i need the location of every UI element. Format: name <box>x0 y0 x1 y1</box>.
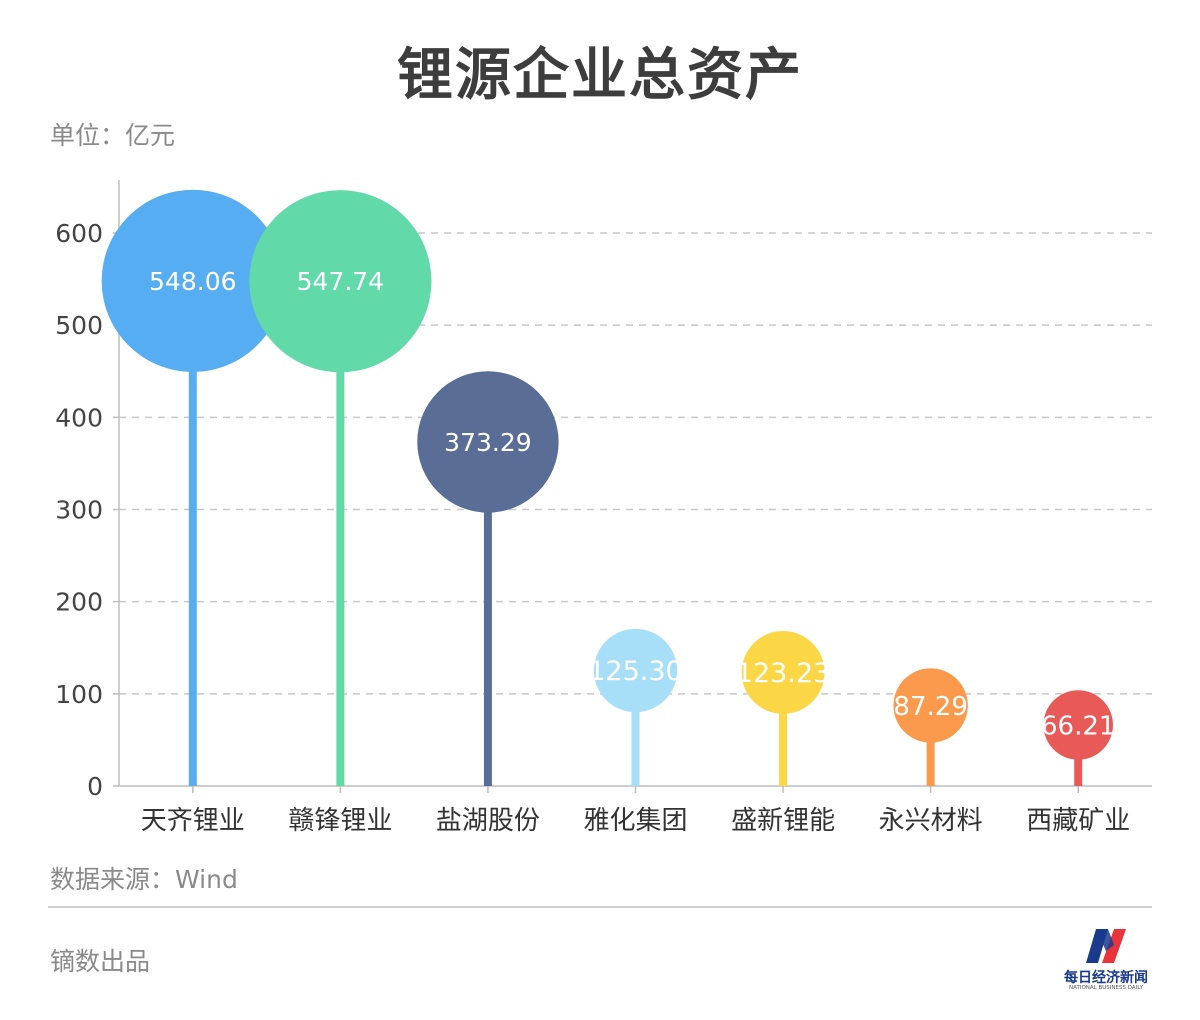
y-tick-label: 600 <box>55 219 103 248</box>
x-category-label: 赣锋锂业 <box>288 806 392 836</box>
lollipop-chart: 0 100 200 300 400 500 600 548.06 547.74 373.29 125… <box>55 180 1152 836</box>
value-label: 66.21 <box>1041 711 1115 741</box>
footer-divider <box>48 906 1152 908</box>
x-category-label: 永兴材料 <box>879 806 983 836</box>
producer-label: 镝数出品 <box>50 947 151 976</box>
lollipop-bubble <box>741 631 825 714</box>
logo-name-en: NATIONAL BUSINESS DAILY <box>1069 985 1143 991</box>
chart-title: 锂源企业总资产 <box>397 43 803 108</box>
unit-label: 单位：亿元 <box>50 121 176 150</box>
x-category-label: 雅化集团 <box>583 806 687 836</box>
y-tick-label: 0 <box>87 772 103 801</box>
lollipop-bubble <box>893 668 968 743</box>
logo-name: 每日经济新闻 <box>1064 970 1148 986</box>
y-tick-label: 100 <box>55 680 103 709</box>
lollipop-bubble <box>593 628 678 713</box>
y-tick-label: 400 <box>55 403 103 432</box>
lollipop-bubble <box>249 190 432 373</box>
y-tick-label: 300 <box>55 496 103 525</box>
value-label: 125.30 <box>588 656 682 687</box>
value-label: 373.29 <box>444 428 531 457</box>
x-category-label: 盛新锂能 <box>731 806 835 836</box>
logo-mark-icon <box>1086 929 1126 963</box>
x-category-label: 盐湖股份 <box>436 806 540 836</box>
lollipop-bubble <box>101 189 284 372</box>
value-label: 547.74 <box>297 267 384 296</box>
lollipop-bubble <box>417 371 559 513</box>
lollipop-bubble <box>1043 690 1113 760</box>
data-source-label: 数据来源：Wind <box>50 865 238 894</box>
value-label: 548.06 <box>149 267 236 296</box>
x-category-label: 西藏矿业 <box>1026 806 1130 836</box>
value-label: 123.23 <box>736 658 830 689</box>
x-category-label: 天齐锂业 <box>141 806 245 836</box>
y-tick-label: 500 <box>55 311 103 340</box>
newspaper-logo: 每日经济新闻 NATIONAL BUSINESS DAILY <box>1058 925 1154 995</box>
y-tick-label: 200 <box>55 588 103 617</box>
value-label: 87.29 <box>893 692 967 722</box>
